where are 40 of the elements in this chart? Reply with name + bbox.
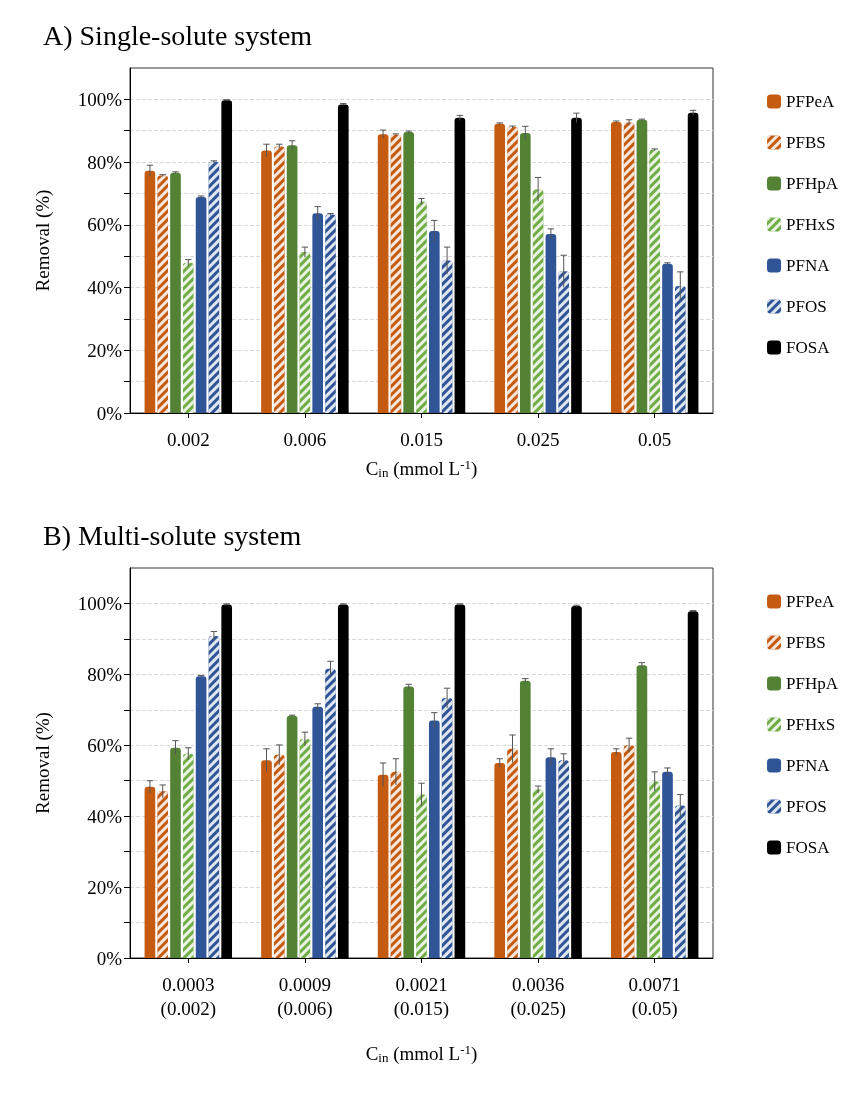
- y-tick-label: 40%: [87, 277, 123, 299]
- legend-label: PFHxS: [786, 215, 836, 234]
- y-axis-title: Removal (%): [32, 189, 54, 292]
- y-tick-label: 60%: [87, 734, 123, 756]
- x-tick-label: 0.0003 (0.002): [160, 973, 216, 1020]
- y-tick-label: 20%: [87, 339, 123, 361]
- y-tick-label: 100%: [77, 592, 123, 614]
- x-tick-label: 0.0021 (0.015): [393, 973, 450, 1020]
- x-tick-label: 0.025: [516, 428, 560, 450]
- legend-label: PFPeA: [786, 92, 835, 111]
- y-tick-label: 80%: [87, 663, 123, 685]
- y-tick-label: 20%: [87, 876, 123, 898]
- legend-label: FOSA: [786, 838, 831, 857]
- y-tick-label: 60%: [87, 214, 123, 236]
- legend-label: PFPeA: [786, 592, 835, 611]
- y-tick-label: 80%: [87, 151, 123, 173]
- y-axis-title: Removal (%): [32, 712, 54, 814]
- x-tick-label: 0.002: [166, 428, 210, 450]
- x-tick-label: 0.015: [400, 428, 443, 450]
- legend-label: PFHxS: [786, 715, 836, 734]
- legend-label: PFHpA: [786, 174, 839, 193]
- y-tick-label: 0%: [96, 947, 123, 969]
- legend-label: PFNA: [786, 256, 831, 275]
- legend-label: PFOS: [786, 297, 827, 316]
- chart-title: A) Single-solute system: [43, 19, 313, 51]
- legend-label: PFOS: [786, 797, 827, 816]
- y-tick-label: 0%: [96, 402, 123, 424]
- legend-label: PFNA: [786, 756, 831, 775]
- legend-label: PFBS: [786, 133, 826, 152]
- x-tick-label: 0.006: [283, 428, 327, 450]
- x-tick-label: 0.0071 (0.05): [628, 973, 681, 1020]
- y-tick-label: 40%: [87, 805, 123, 827]
- legend-label: PFHpA: [786, 674, 839, 693]
- x-tick-label: 0.05: [638, 428, 672, 450]
- x-tick-label: 0.0036 (0.025): [510, 973, 566, 1020]
- legend-label: PFBS: [786, 633, 826, 652]
- x-tick-label: 0.0009 (0.006): [277, 973, 333, 1020]
- legend-label: FOSA: [786, 338, 831, 357]
- chart-title: B) Multi-solute system: [43, 519, 302, 551]
- y-tick-label: 100%: [77, 88, 123, 110]
